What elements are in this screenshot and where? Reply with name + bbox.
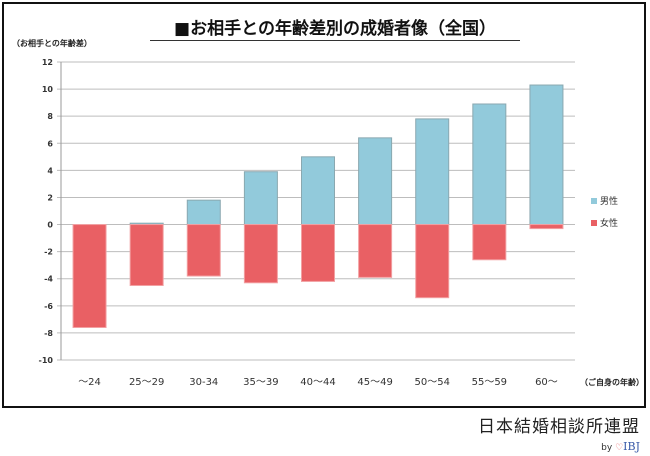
x-tick-label: 50～54 (414, 377, 449, 388)
y-tick-label: 0 (47, 221, 53, 230)
x-tick-label: 45～49 (357, 377, 392, 388)
bar-female (243, 224, 278, 284)
y-tick-label: -6 (44, 302, 53, 311)
y-tick-label: 12 (42, 58, 53, 67)
bar-female (529, 224, 564, 230)
y-tick-label: -10 (39, 356, 54, 365)
y-tick-label: 2 (47, 193, 53, 202)
legend-item-male: 男性 (591, 194, 618, 207)
legend-item-female: 女性 (591, 216, 618, 229)
bar-male (301, 156, 335, 226)
x-tick-label: 30-34 (189, 377, 218, 388)
legend-swatch-female (591, 219, 597, 226)
chart-title: ■お相手との年齢差別の成婚者像（全国） (150, 14, 520, 41)
bar-female (358, 224, 393, 278)
x-tick-label: ～24 (78, 377, 101, 388)
bar-female (301, 224, 335, 282)
y-axis-label: （お相手との年齢差） (12, 39, 92, 48)
bar-male (358, 137, 393, 226)
x-axis-label: （ご自身の年齢） (580, 378, 644, 387)
y-tick-label: 8 (47, 112, 53, 121)
bar-female (186, 224, 221, 277)
bar-male (529, 84, 564, 226)
y-tick-label: 10 (42, 85, 54, 94)
bar-female (129, 224, 164, 286)
y-tick-label: -4 (44, 275, 53, 284)
legend-label: 男性 (600, 197, 619, 207)
legend-label: 女性 (600, 219, 619, 229)
legend-swatch-male (591, 197, 597, 204)
y-tick-label: -2 (44, 248, 53, 257)
legend: 男性 女性 (591, 194, 618, 238)
y-tick-label: -8 (44, 329, 53, 338)
chart-frame (2, 2, 646, 408)
y-tick-label: 6 (47, 139, 53, 148)
bar-female (72, 224, 107, 328)
x-tick-label: 60～ (535, 377, 558, 388)
x-tick-label: 25～29 (129, 377, 164, 388)
brand-name: 日本結婚相談所連盟 (478, 417, 640, 437)
bar-male (243, 171, 278, 226)
x-tick-label: 55～59 (472, 377, 507, 388)
bar-female (472, 224, 507, 261)
y-tick-label: 4 (47, 166, 53, 175)
bar-male (186, 199, 221, 226)
bar-male (472, 103, 507, 226)
x-tick-label: 40～44 (300, 377, 335, 388)
brand-logo: by ♡IBJ (601, 440, 640, 453)
bar-female (415, 224, 450, 299)
bar-male (415, 118, 450, 226)
x-tick-label: 35～39 (243, 377, 278, 388)
